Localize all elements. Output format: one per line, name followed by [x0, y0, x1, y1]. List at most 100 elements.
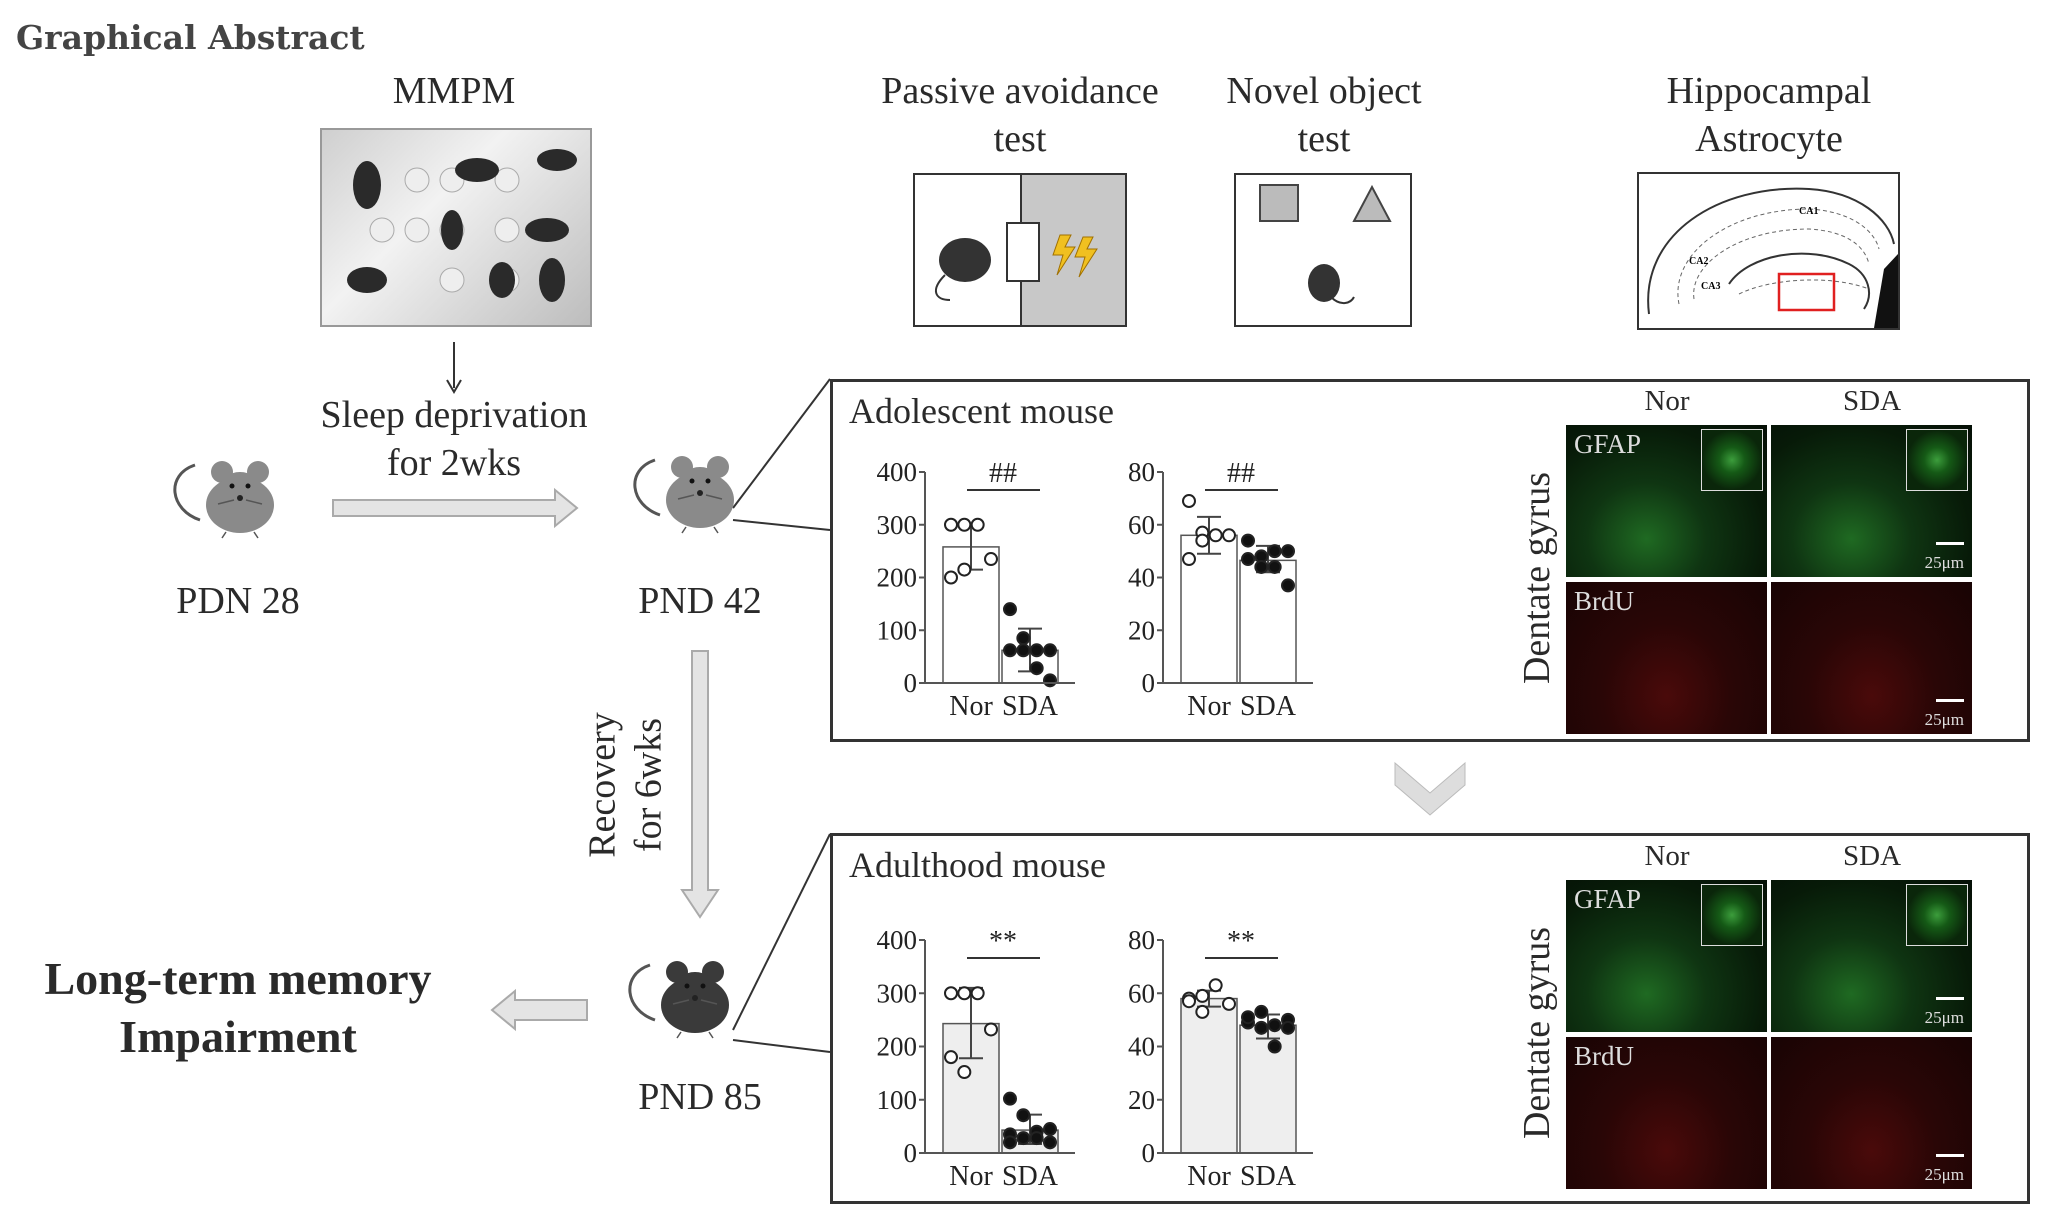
- data-point: [1222, 528, 1236, 543]
- y-tick-label: 0: [904, 668, 918, 698]
- outcome-line2: Impairment: [119, 1010, 357, 1062]
- column-label: Nor: [1644, 385, 1690, 417]
- category-label: Nor: [949, 691, 993, 722]
- data-point: [1003, 1135, 1017, 1150]
- data-point: [944, 1050, 958, 1065]
- data-point: [970, 517, 985, 532]
- adolescent-panel: Adolescent mouse: [830, 379, 2030, 742]
- data-point: [1182, 994, 1196, 1009]
- data-point: [1281, 578, 1295, 593]
- y-tick-label: 400: [877, 925, 918, 955]
- data-point: [1267, 544, 1282, 559]
- outcome-line1: Long-term memory: [44, 953, 432, 1004]
- recovery-label: Recovery for 6wks: [580, 712, 671, 858]
- novel-object-box: [1234, 173, 1412, 327]
- significance-label: **: [989, 926, 1017, 957]
- data-point: [1281, 1020, 1295, 1035]
- brdu-image: 25μm: [1771, 582, 1972, 734]
- panel-title: Adolescent mouse: [849, 391, 1114, 431]
- y-tick-label: 200: [877, 563, 918, 593]
- data-point: [1241, 1010, 1255, 1025]
- stain-label: BrdU: [1574, 586, 1634, 616]
- inset-zoom: [1906, 884, 1968, 946]
- category-label: Nor: [949, 1161, 993, 1192]
- novel-object-label: Novel object test: [1226, 68, 1421, 163]
- y-tick-label: 400: [877, 457, 918, 487]
- data-point: [1043, 643, 1057, 658]
- data-point: [1003, 1091, 1017, 1106]
- novel-line2: test: [1297, 117, 1351, 160]
- data-point: [1182, 552, 1196, 567]
- lightning-icon: [1052, 234, 1098, 278]
- region-ca2: CA2: [1689, 256, 1708, 267]
- category-label: SDA: [1002, 691, 1059, 722]
- inset-zoom: [1701, 884, 1763, 946]
- passive-line2: test: [993, 117, 1047, 160]
- passive-avoidance-label: Passive avoidance test: [881, 68, 1159, 163]
- data-point: [984, 552, 998, 567]
- y-tick-label: 0: [904, 1138, 918, 1168]
- scale-label: 25μm: [1924, 710, 1964, 729]
- scale-bar: 25μm: [1925, 542, 1964, 573]
- dentate-gyrus-highlight: [1777, 272, 1836, 312]
- inset-zoom: [1701, 429, 1763, 491]
- data-point: [957, 1065, 972, 1080]
- y-tick-label: 0: [1142, 1138, 1156, 1168]
- inset-zoom: [1906, 429, 1968, 491]
- data-point: [944, 986, 958, 1001]
- column-label: SDA: [1842, 385, 1902, 417]
- recovery-line1: Recovery: [581, 712, 624, 858]
- y-tick-label: 60: [1128, 510, 1155, 540]
- dentate-gyrus-label: Dentate gyrus: [1516, 926, 1559, 1140]
- mmpm-label: MMPM: [392, 70, 516, 112]
- y-tick-label: 200: [877, 1032, 918, 1062]
- age-mid: PND 42: [638, 580, 762, 622]
- stain-label: GFAP: [1574, 884, 1642, 914]
- data-point: [1241, 533, 1255, 548]
- data-point: [1016, 643, 1031, 658]
- data-point: [1029, 643, 1044, 658]
- sleep-deprivation-label: Sleep deprivation for 2wks: [321, 392, 588, 487]
- mouse-icon: [633, 454, 736, 535]
- chevron-down-icon: [1394, 761, 1466, 816]
- data-point: [1267, 1039, 1282, 1054]
- y-tick-label: 80: [1128, 457, 1155, 487]
- adulthood-panel: Adulthood mouse: [830, 833, 2030, 1204]
- sleep-arrow: [332, 487, 579, 529]
- scale-label: 25μm: [1924, 1165, 1964, 1184]
- data-point: [1016, 1108, 1031, 1123]
- hippo-line1: Hippocampal: [1666, 70, 1872, 112]
- y-tick-label: 300: [877, 978, 918, 1008]
- data-point: [1241, 552, 1255, 567]
- region-ca3: CA3: [1701, 281, 1720, 292]
- region-ca1: CA1: [1799, 206, 1818, 217]
- passive-avoidance-box: [913, 173, 1127, 327]
- scale-label: 25μm: [1924, 553, 1964, 572]
- data-point: [1254, 559, 1269, 574]
- recovery-arrow: [680, 650, 720, 919]
- category-label: Nor: [1187, 1161, 1231, 1192]
- data-point: [1208, 528, 1223, 543]
- mouse-icon: [173, 459, 276, 540]
- data-point: [1281, 544, 1295, 559]
- panel-title: Adulthood mouse: [849, 845, 1106, 885]
- age-end: PND 85: [638, 1076, 762, 1118]
- data-point: [1254, 1020, 1269, 1035]
- data-point: [1222, 996, 1236, 1011]
- passive-line1: Passive avoidance: [881, 70, 1159, 112]
- column-label: SDA: [1842, 840, 1902, 872]
- sleep-line2: for 2wks: [386, 441, 522, 484]
- hippocampal-astrocyte-label: Hippocampal Astrocyte: [1667, 68, 1872, 163]
- significance-label: ##: [989, 458, 1017, 489]
- hippo-line2: Astrocyte: [1695, 117, 1843, 160]
- data-point: [984, 1022, 998, 1037]
- data-point: [1043, 1135, 1057, 1150]
- data-point: [1195, 533, 1210, 548]
- data-point: [1254, 1004, 1269, 1019]
- brdu-image: BrdU: [1566, 1037, 1767, 1189]
- category-label: SDA: [1002, 1161, 1059, 1192]
- hippocampus-diagram: CA1 CA2 CA3: [1637, 172, 1900, 330]
- data-point: [1016, 1131, 1031, 1146]
- category-label: Nor: [1187, 691, 1231, 722]
- brdu-image: 25μm: [1771, 1037, 1972, 1189]
